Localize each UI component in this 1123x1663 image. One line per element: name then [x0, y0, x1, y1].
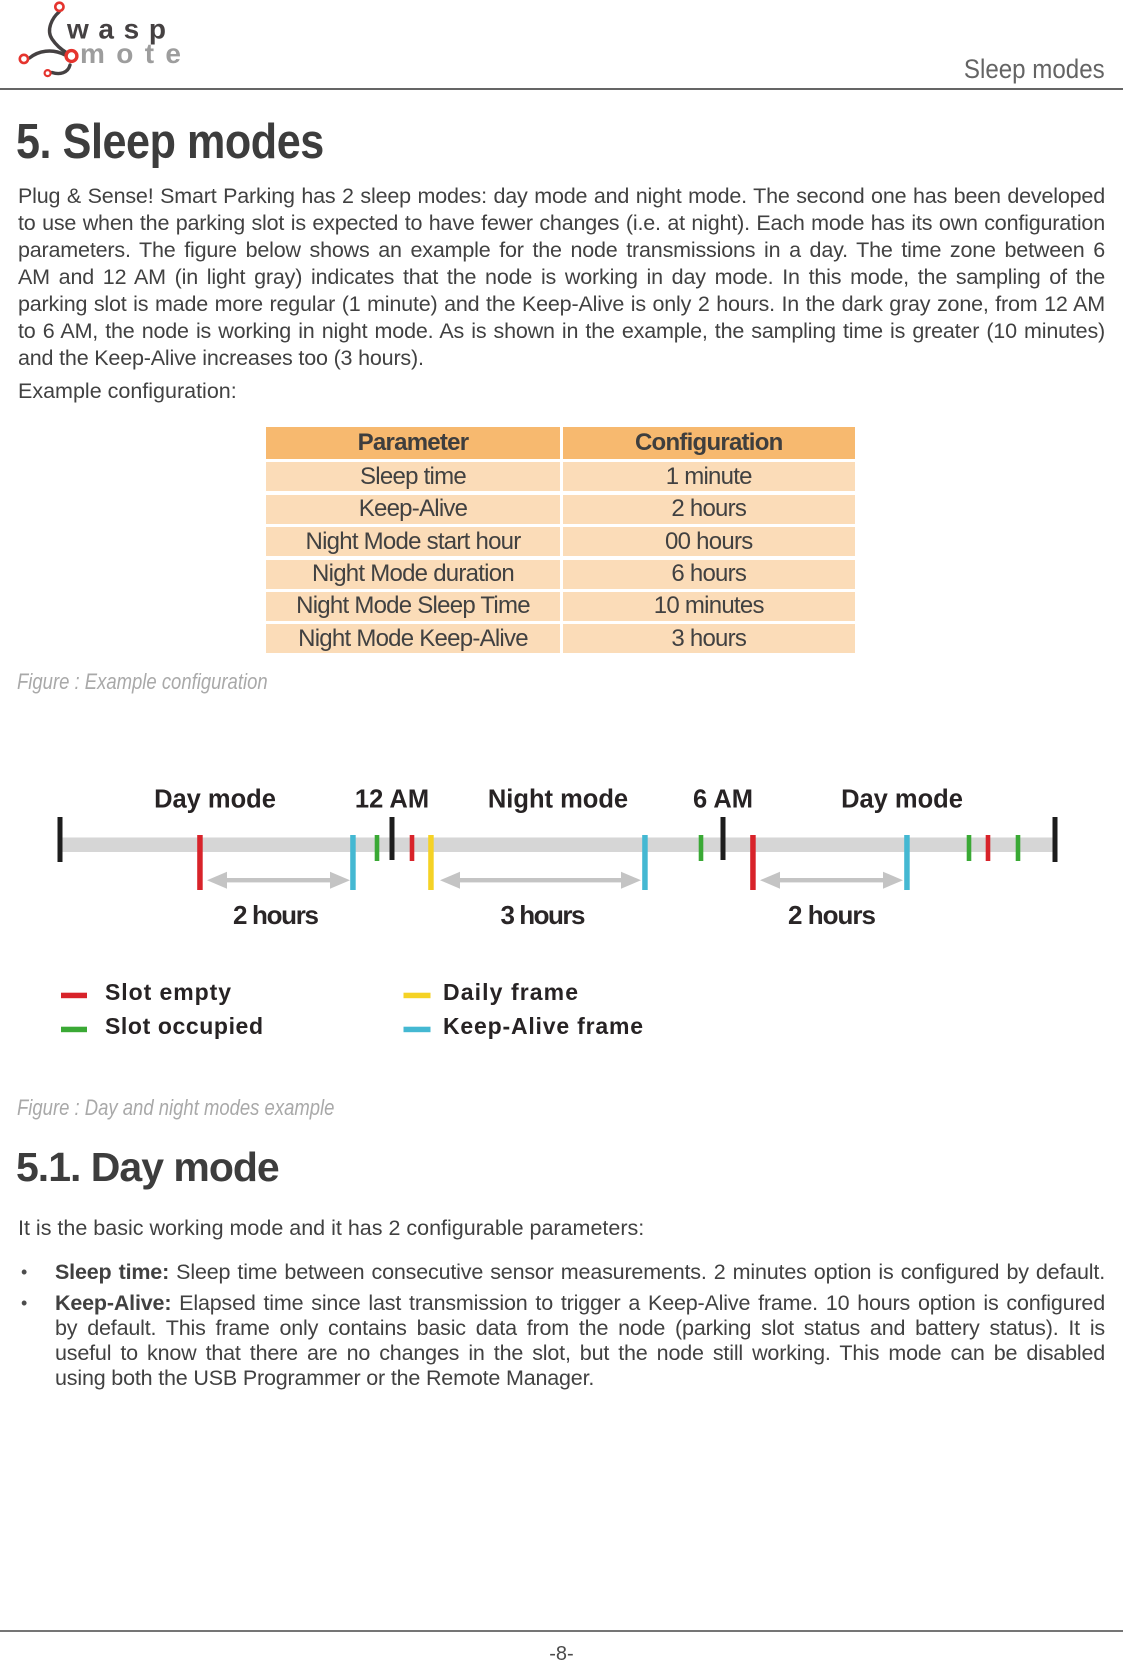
svg-text:Keep-Alive frame: Keep-Alive frame — [443, 1013, 643, 1039]
svg-text:3 hours: 3 hours — [501, 900, 586, 930]
svg-text:Day mode: Day mode — [154, 786, 276, 814]
svg-text:Slot empty: Slot empty — [105, 979, 231, 1005]
svg-text:6 AM: 6 AM — [693, 786, 753, 814]
svg-text:mote: mote — [80, 38, 181, 69]
svg-text:2 hours: 2 hours — [788, 900, 876, 930]
svg-text:12 AM: 12 AM — [355, 786, 429, 814]
svg-text:Night mode: Night mode — [488, 786, 628, 814]
svg-text:2 hours: 2 hours — [233, 900, 319, 930]
svg-text:Slot occupied: Slot occupied — [105, 1013, 263, 1039]
svg-text:Daily frame: Daily frame — [443, 979, 578, 1005]
svg-text:Day mode: Day mode — [841, 786, 963, 814]
